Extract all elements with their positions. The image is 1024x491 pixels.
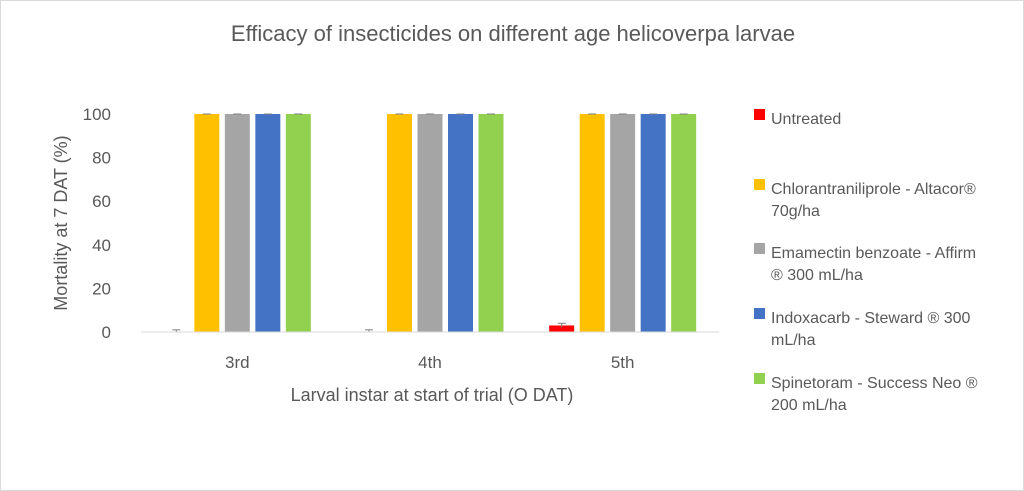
- x-axis-label: Larval instar at start of trial (O DAT): [291, 385, 574, 405]
- bars-group: [172, 113, 697, 332]
- bar-3rd-series-3: [255, 114, 281, 332]
- y-tick-label: 80: [92, 149, 111, 168]
- x-tick-label: 5th: [611, 353, 635, 372]
- bar-5th-series-3: [640, 114, 666, 332]
- bar-3rd-series-4: [285, 114, 311, 332]
- y-tick-label: 60: [92, 192, 111, 211]
- bar-4th-series-3: [448, 114, 473, 332]
- legend-label: 70g/ha: [771, 203, 820, 220]
- legend-swatch: [754, 373, 765, 384]
- bar-3rd-series-2: [224, 114, 250, 332]
- legend-label: mL/ha: [771, 332, 816, 349]
- legend-swatch: [754, 179, 765, 190]
- y-tick-label: 40: [92, 236, 111, 255]
- bar-5th-series-0: [549, 325, 575, 332]
- legend-label: ® 300 mL/ha: [771, 267, 863, 284]
- bar-5th-series-4: [671, 114, 697, 332]
- x-tick-label: 3rd: [225, 353, 250, 372]
- bar-4th-series-2: [417, 114, 443, 332]
- legend-label: Spinetoram - Success Neo ®: [771, 375, 978, 392]
- legend-swatch: [754, 308, 765, 319]
- bar-5th-series-2: [610, 114, 636, 332]
- legend-swatch: [754, 109, 765, 120]
- y-axis-ticks: 0 20 40 60 80 100: [83, 105, 111, 342]
- legend-label: Indoxacarb - Steward ® 300: [771, 310, 971, 327]
- bar-5th-series-1: [579, 114, 605, 332]
- y-tick-label: 0: [102, 323, 111, 342]
- legend-label: Untreated: [771, 111, 841, 128]
- bar-3rd-series-1: [194, 114, 220, 332]
- y-tick-label: 20: [92, 279, 111, 298]
- legend-label: 200 mL/ha: [771, 397, 847, 414]
- y-axis-label: Mortality at 7 DAT (%): [51, 135, 71, 310]
- x-tick-label: 4th: [418, 353, 442, 372]
- legend-label: Emamectin benzoate - Affirm: [771, 245, 976, 262]
- bar-4th-series-1: [387, 114, 412, 332]
- chart-title: Efficacy of insecticides on different ag…: [231, 21, 795, 46]
- y-tick-label: 100: [83, 105, 111, 124]
- x-axis-ticks: 3rd 4th 5th: [225, 353, 634, 372]
- legend: Untreated Chlorantraniliprole - Altacor® 7…: [754, 109, 978, 414]
- bar-4th-series-4: [478, 114, 504, 332]
- legend-swatch: [754, 243, 765, 254]
- legend-label: Chlorantraniliprole - Altacor®: [771, 181, 976, 198]
